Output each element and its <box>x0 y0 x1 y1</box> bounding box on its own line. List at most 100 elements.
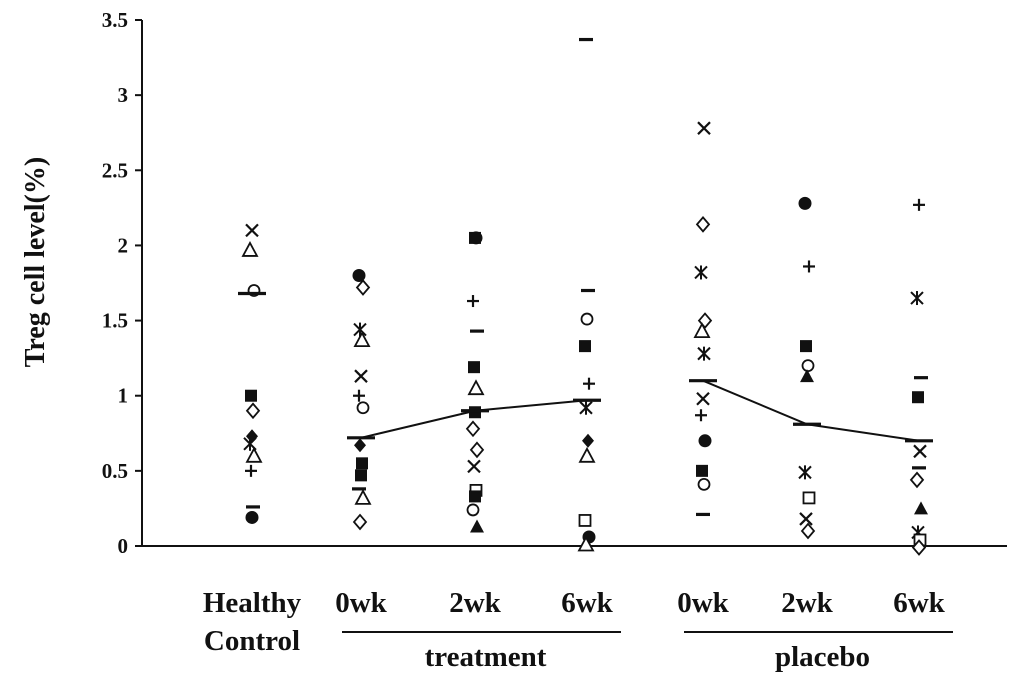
x-category-label: 6wk <box>561 587 613 619</box>
mean-markers <box>238 291 933 443</box>
point-open-diamond-marker <box>245 402 261 420</box>
point-filled-square-marker <box>245 389 257 402</box>
data-point-p0 <box>698 434 712 448</box>
y-tick-label: 2 <box>118 233 129 257</box>
point-open-diamond-marker <box>352 513 368 531</box>
data-point-healthy <box>241 241 259 257</box>
data-point-t2 <box>468 361 480 374</box>
data-point-t0 <box>353 331 371 348</box>
y-tick-label: 1 <box>118 384 129 408</box>
data-point-p2 <box>803 260 815 273</box>
data-point-t2 <box>470 519 484 533</box>
y-axis-title: Treg cell level(%) <box>20 157 51 367</box>
point-open-triangle-marker <box>354 489 372 505</box>
point-filled-square-marker <box>800 340 812 353</box>
data-point-t0 <box>354 489 372 505</box>
point-open-triangle-marker <box>245 446 263 463</box>
data-point-p0 <box>697 121 711 135</box>
data-point-p2 <box>798 196 812 210</box>
x-category-label: Healthy <box>203 587 302 619</box>
point-filled-square-marker <box>355 469 367 482</box>
point-open-triangle-marker <box>241 241 259 257</box>
point-x-marker <box>354 369 368 383</box>
y-axis-title-group: Treg cell level(%) <box>20 157 51 367</box>
data-point-p2 <box>800 369 814 383</box>
point-open-diamond-marker <box>695 216 711 233</box>
point-filled-square-marker <box>468 361 480 374</box>
data-point-p2 <box>798 465 812 480</box>
point-x-marker <box>913 444 927 459</box>
data-point-p6 <box>912 391 924 404</box>
point-filled-circle-marker <box>245 510 259 524</box>
data-point-healthy <box>245 389 257 402</box>
data-point-t0 <box>354 369 368 383</box>
data-point-t2 <box>469 490 481 503</box>
point-filled-square-marker <box>469 490 481 503</box>
data-point-p0 <box>697 477 711 491</box>
data-point-t0 <box>356 457 368 470</box>
data-point-t2 <box>469 231 481 244</box>
x-category-label: 6wk <box>893 587 945 619</box>
data-point-t6 <box>578 446 596 463</box>
data-point-p0 <box>693 322 711 338</box>
point-filled-square-marker <box>579 340 591 353</box>
data-point-p2 <box>800 522 816 540</box>
data-point-p2 <box>799 512 813 526</box>
data-point-t6 <box>583 377 595 390</box>
point-x-marker <box>245 223 259 238</box>
data-point-healthy <box>245 402 261 420</box>
data-point-t2 <box>467 295 479 308</box>
data-point-t6 <box>579 340 591 353</box>
data-point-t6 <box>577 535 595 552</box>
point-x-marker <box>467 459 481 474</box>
group-label: placebo <box>775 641 870 673</box>
data-point-t0 <box>355 469 367 482</box>
data-point-p6 <box>910 291 924 306</box>
data-point-p0 <box>697 346 711 361</box>
y-tick-label: 2.5 <box>102 158 128 182</box>
data-point-p6 <box>913 444 927 459</box>
data-point-healthy <box>245 464 257 477</box>
point-open-diamond-marker <box>465 420 481 438</box>
data-point-t0 <box>353 322 367 337</box>
data-point-t0 <box>354 438 366 453</box>
y-tick-label: 0 <box>118 534 129 558</box>
point-open-diamond-marker <box>909 471 925 489</box>
point-filled-triangle-marker <box>800 369 814 383</box>
point-filled-square-marker <box>469 231 481 244</box>
data-point-t6 <box>580 312 594 326</box>
point-filled-diamond-marker <box>354 438 366 453</box>
data-point-t2 <box>466 503 480 517</box>
point-filled-square-marker <box>696 464 708 477</box>
point-open-diamond-marker <box>911 539 927 556</box>
point-filled-triangle-marker <box>470 519 484 533</box>
data-point-t6 <box>582 433 594 448</box>
point-x-marker <box>799 512 813 526</box>
data-point-p2 <box>800 340 812 353</box>
axes: 0 0.5 1 1.5 2 2.5 3 3.5 <box>102 8 1007 558</box>
point-x-marker <box>697 121 711 135</box>
mean-lines <box>360 379 920 442</box>
data-point-t0 <box>355 279 371 296</box>
data-point-healthy <box>245 223 259 238</box>
data-point-t2 <box>467 459 481 474</box>
point-filled-circle-marker <box>698 434 712 448</box>
data-point-p0 <box>696 464 708 477</box>
point-open-diamond-marker <box>469 441 485 459</box>
data-point-t0 <box>356 401 370 415</box>
data-point-p0 <box>694 265 708 280</box>
data-point-t2 <box>467 379 485 396</box>
data-point-p6 <box>913 198 925 211</box>
y-tick-label: 3.5 <box>102 8 128 32</box>
group-label: treatment <box>425 641 547 673</box>
point-open-triangle-marker <box>693 322 711 338</box>
data-point-t6 <box>578 514 592 527</box>
data-point-t0 <box>352 268 366 282</box>
data-point-t0 <box>353 389 365 402</box>
y-tick-label: 3 <box>118 83 129 107</box>
x-category-label: 2wk <box>781 587 833 619</box>
x-category-label: 0wk <box>677 587 729 619</box>
data-point-p6 <box>911 539 927 556</box>
mean-trend-line <box>702 379 920 442</box>
